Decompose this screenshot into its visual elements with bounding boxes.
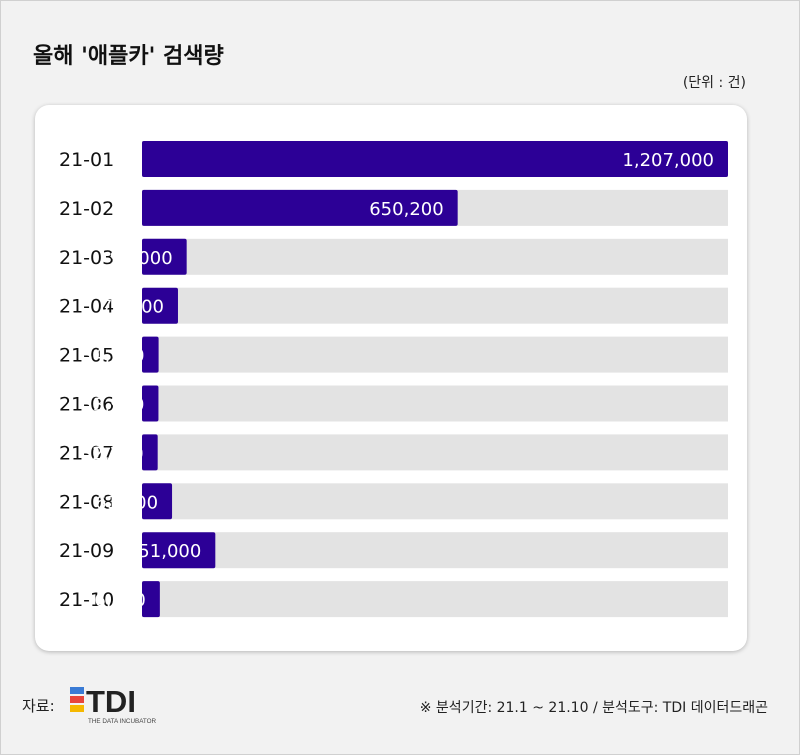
category-label: 21-02: [59, 198, 114, 220]
category-label: 21-01: [59, 149, 114, 171]
bar-21-09: [142, 532, 216, 569]
logo-stripe-blue: [70, 687, 84, 694]
value-label: 151,000: [127, 541, 201, 562]
value-label: 36,800: [83, 590, 146, 611]
bar-track: [142, 336, 728, 373]
bar-21-02: [142, 189, 458, 226]
value-label: 34,200: [82, 346, 145, 367]
bar-track: [142, 434, 728, 471]
category-label: 21-07: [59, 442, 114, 464]
value-label: 61,900: [95, 492, 158, 513]
bar-21-10: [142, 581, 160, 618]
bar-track: [142, 581, 728, 618]
category-label: 21-09: [59, 540, 114, 562]
bar-21-08: [142, 483, 173, 520]
category-label: 21-04: [59, 296, 114, 318]
value-label: 74,100: [101, 297, 164, 318]
bar-21-06: [142, 385, 159, 422]
bar-track: [142, 532, 728, 569]
value-label: 33,900: [81, 395, 144, 416]
logo-stripe-red: [70, 696, 84, 703]
bar-track: [142, 238, 728, 275]
value-label: 92,000: [110, 248, 173, 269]
logo-subtext: THE DATA INCUBATOR: [88, 718, 157, 725]
value-label: 32,300: [81, 443, 144, 464]
tdi-logo: TDI THE DATA INCUBATOR: [70, 684, 157, 725]
category-label: 21-05: [59, 345, 114, 367]
category-label: 21-06: [59, 394, 114, 416]
category-label: 21-03: [59, 247, 114, 269]
bar-21-03: [142, 238, 187, 275]
category-label: 21-08: [59, 491, 114, 513]
logo-stripe-yellow: [70, 705, 84, 712]
bar-21-01: [142, 141, 728, 177]
source-label: 자료:: [22, 697, 55, 715]
unit-label: (단위 : 건): [682, 75, 746, 91]
logo-text: TDI: [86, 684, 136, 719]
value-label: 1,207,000: [622, 150, 714, 171]
bar-21-04: [142, 287, 178, 324]
bar-21-07: [142, 434, 158, 471]
category-label: 21-10: [59, 589, 114, 611]
chart-title: 올해 '애플카' 검색량: [33, 44, 224, 69]
value-label: 650,200: [369, 199, 443, 220]
bar-track: [142, 287, 728, 324]
bar-track: [142, 483, 728, 520]
analysis-note: ※ 분석기간: 21.1 ~ 21.10 / 분석도구: TDI 데이터드래곤: [419, 700, 768, 716]
bar-21-05: [142, 336, 159, 373]
bar-track: [142, 385, 728, 422]
